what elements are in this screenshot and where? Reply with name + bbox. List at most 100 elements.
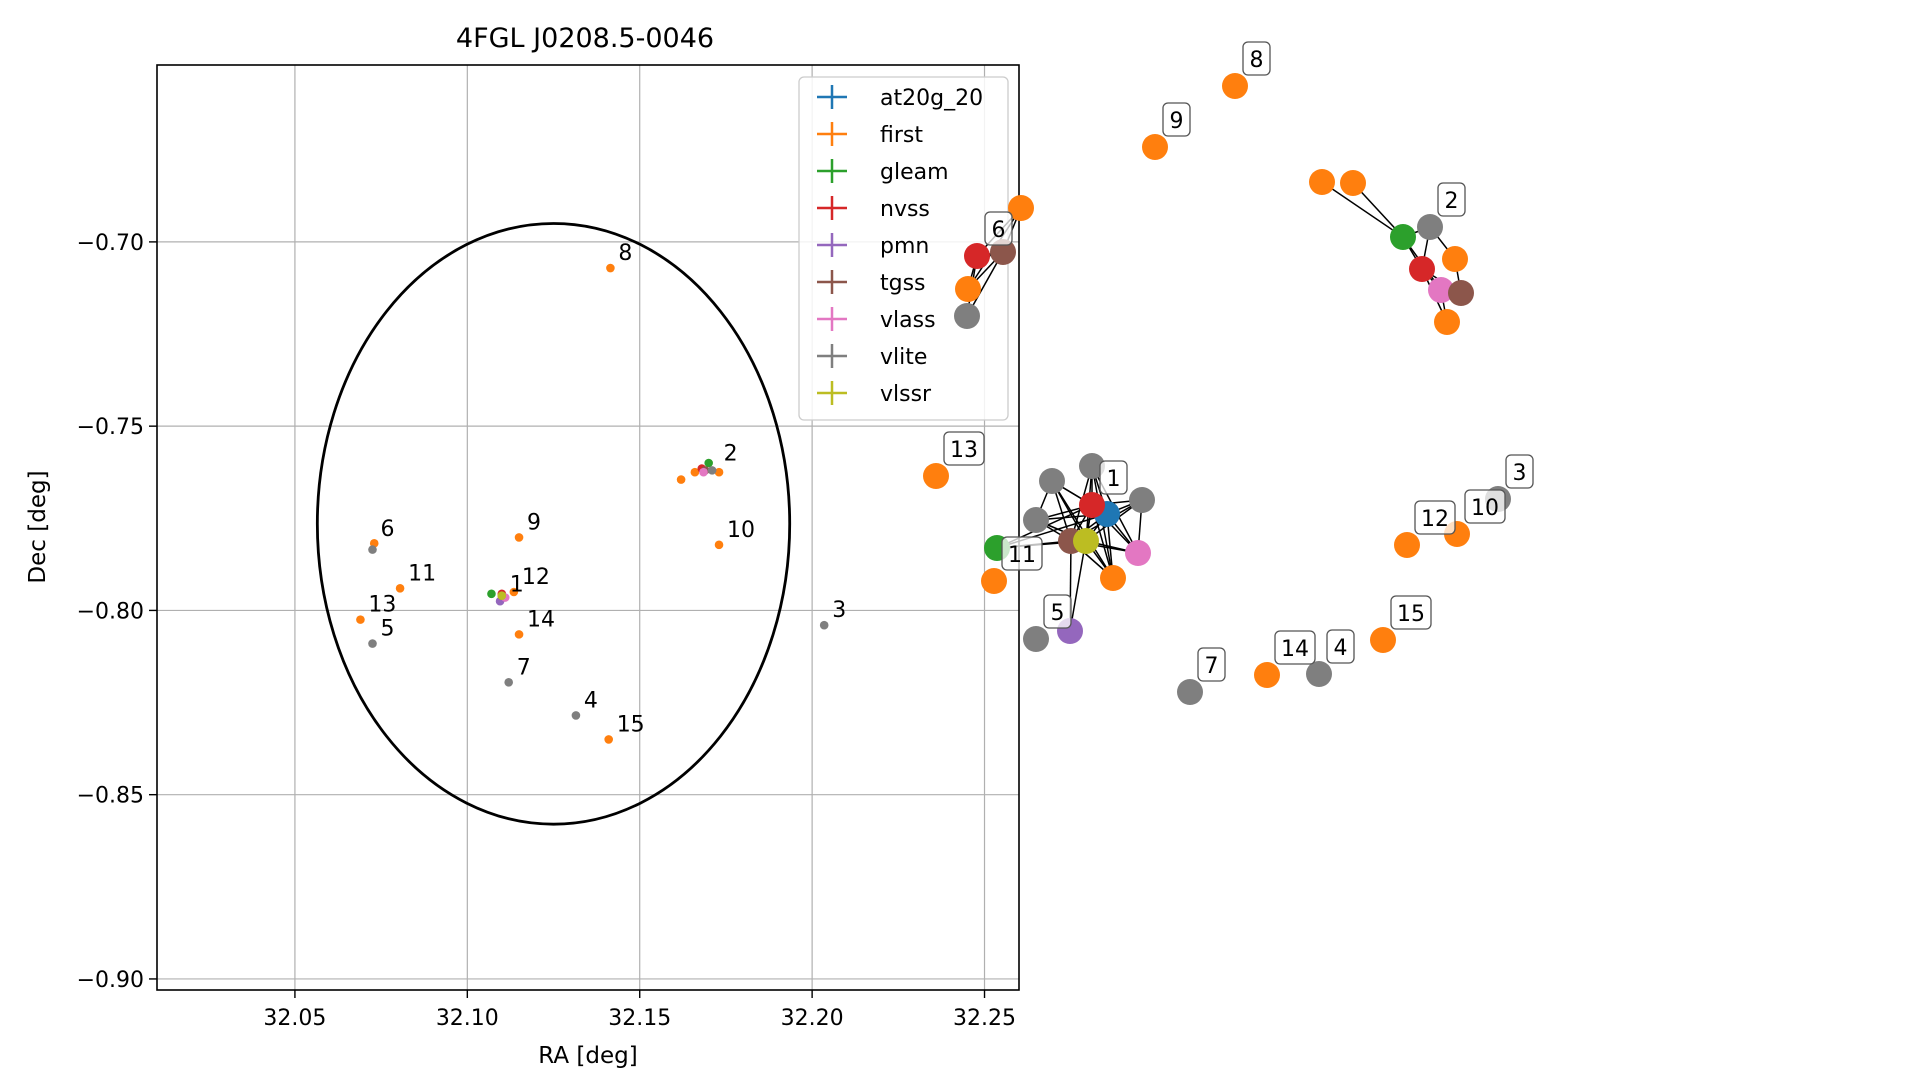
network-node [923,463,949,489]
point-gleam [487,589,496,599]
x-tick-label: 32.05 [263,1006,326,1031]
network-label-text: 9 [1170,109,1184,134]
network-node [1448,280,1474,306]
network-node [1008,195,1034,221]
legend-label: vlssr [880,382,932,407]
network-node [1177,679,1203,705]
network-label-box [1242,41,1271,76]
x-axis-ticks: 32.05 32.10 32.15 32.20 32.25 [263,990,1016,1031]
point-vlite [571,711,581,720]
legend-entry-first: first [817,122,923,148]
network-label-text: 6 [992,218,1006,243]
point-annotation: 1 [510,572,524,597]
network-node [1309,169,1335,195]
network-node [1340,170,1366,196]
network-node [1142,134,1168,160]
network-label-box [1464,489,1506,524]
localization-ellipse [315,222,792,826]
legend-entry-vlass: vlass [817,307,936,333]
network-label-text: 4 [1334,636,1348,661]
point-annotation: 11 [408,561,436,586]
network-edge [1321,181,1404,238]
network-label: 2 [1437,182,1466,217]
network-label-text: 14 [1281,637,1309,662]
point-annotation: 15 [617,712,645,737]
point-annotation: 13 [368,593,396,618]
legend-entry-gleam: gleam [817,159,949,185]
network-label: 4 [1326,629,1355,664]
network-node [1023,507,1049,533]
network-node [1079,453,1105,479]
network-label-text: 3 [1513,461,1527,486]
point-annotation: 12 [522,565,550,590]
point-vlite [707,466,717,475]
point-annotation: 3 [832,598,846,623]
network-node [954,303,980,329]
plot-frame [156,64,1020,991]
network-label-text: 11 [1008,543,1036,568]
point-vlite [368,545,377,554]
network-label: 15 [1390,595,1432,630]
network-label: 14 [1274,630,1316,665]
legend-label: at20g_20 [880,86,983,111]
point-annotation: 7 [517,655,531,680]
point-vlite [368,639,377,648]
network-node [1442,246,1468,272]
network-node [1129,487,1155,513]
network-label: 6 [984,211,1013,246]
network-node [1417,214,1443,240]
y-tick-label: −0.70 [77,231,144,256]
point-first [509,587,519,597]
network-node [1370,627,1396,653]
point-first [714,467,724,477]
ellipse-layer [315,222,792,826]
network-node [955,276,981,302]
point-first [690,467,700,477]
network-label-box [1197,647,1226,682]
network-label-text: 2 [1445,189,1459,214]
network-node [1254,662,1280,688]
point-first [356,615,365,624]
network-label-box [1099,460,1128,495]
legend-label: tgss [880,271,926,296]
legend-label: vlass [880,308,936,333]
x-tick-label: 32.20 [781,1006,844,1031]
network-label-text: 5 [1051,601,1065,626]
network-label: 8 [1242,41,1271,76]
y-axis-ticks: −0.70 −0.75 −0.80 −0.85 −0.90 [77,231,157,993]
network-node [1222,73,1248,99]
point-annotation: 8 [618,241,632,266]
network-label-box [1162,102,1191,137]
y-tick-label: −0.90 [77,968,144,993]
network-label: 9 [1162,102,1191,137]
network-label: 5 [1043,594,1072,629]
network-label-box [1414,500,1456,535]
network-label-box [1390,595,1432,630]
chart-title: 4FGL J0208.5-0046 [456,23,714,54]
legend-label: vlite [880,345,927,370]
network-node [1434,309,1460,335]
legend-label: nvss [880,197,930,222]
network-edge [1069,504,1093,632]
network-label-text: 12 [1421,507,1449,532]
network-label-box [943,431,985,466]
legend-entry-vlssr: vlssr [817,381,932,407]
point-first [604,735,613,744]
network-label-box [984,211,1013,246]
network-node [1390,224,1416,250]
point-first [606,263,615,273]
point-vlssr [497,591,507,600]
y-tick-label: −0.85 [77,784,144,809]
network-node [1023,626,1049,652]
network-node [964,243,990,269]
network-label-box [1326,629,1355,664]
network-label-text: 13 [950,438,978,463]
legend-entry-nvss: nvss [817,196,930,222]
x-tick-label: 32.25 [953,1006,1016,1031]
point-annotation: 6 [381,517,395,542]
network-nodes [923,73,1511,705]
